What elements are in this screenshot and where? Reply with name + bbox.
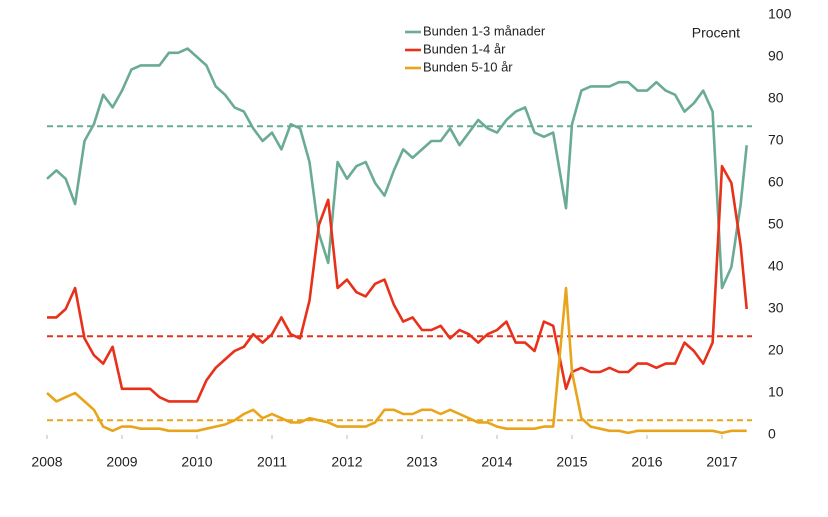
series-line — [46, 47, 748, 290]
x-tick-label: 2011 — [257, 454, 287, 470]
y-tick-label: 50 — [768, 216, 784, 232]
y-tick-label: 0 — [768, 426, 776, 442]
x-tick-label: 2017 — [706, 454, 737, 470]
legend-label: Bunden 5-10 år — [423, 59, 513, 74]
y-tick-label: 90 — [768, 48, 784, 64]
x-tick-label: 2013 — [406, 454, 437, 470]
y-tick-label: 10 — [768, 384, 784, 400]
y-axis-label: Procent — [692, 25, 740, 41]
x-tick-label: 2014 — [481, 454, 512, 470]
x-tick-label: 2015 — [556, 454, 587, 470]
y-tick-label: 60 — [768, 174, 784, 190]
x-tick-label: 2009 — [106, 454, 137, 470]
x-tick-label: 2008 — [31, 454, 62, 470]
y-tick-label: 70 — [768, 132, 784, 148]
series-line — [46, 286, 747, 435]
y-tick-label: 100 — [768, 6, 792, 22]
x-tick-label: 2010 — [181, 454, 212, 470]
y-tick-label: 40 — [768, 258, 784, 274]
x-tick-label: 2012 — [331, 454, 362, 470]
legend-label: Bunden 1-3 månader — [423, 23, 546, 38]
legend-label: Bunden 1-4 år — [423, 41, 506, 56]
series-line — [47, 164, 748, 403]
y-tick-label: 20 — [768, 342, 784, 358]
y-tick-label: 30 — [768, 300, 784, 316]
y-tick-label: 80 — [768, 90, 784, 106]
x-tick-label: 2016 — [631, 454, 662, 470]
